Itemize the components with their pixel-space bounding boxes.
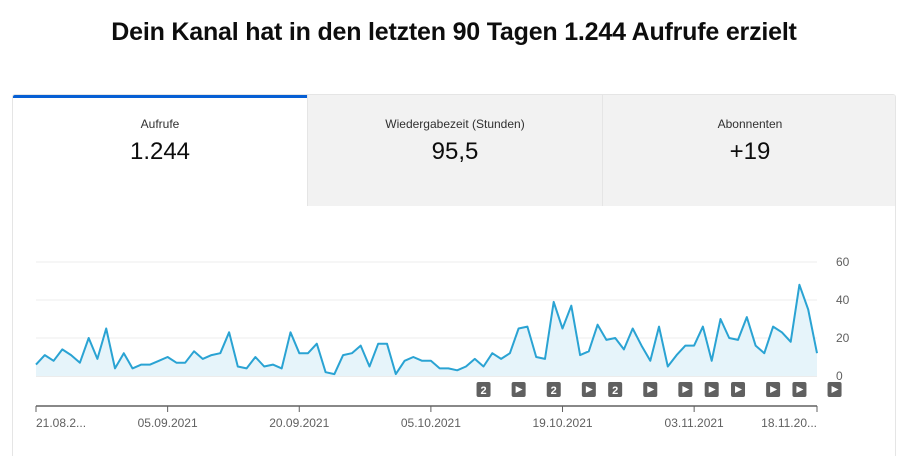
tab-watch-time-value: 95,5 [431,138,479,165]
analytics-card: Aufrufe 1.244 Wiedergabezeit (Stunden) 9… [12,94,896,456]
video-count-marker[interactable]: 2 [608,382,623,397]
video-count-marker[interactable]: 2 [546,382,561,397]
video-marker[interactable] [827,382,842,397]
video-count-label: 2 [612,385,618,397]
series-line [35,283,818,376]
tab-watch-time[interactable]: Wiedergabezeit (Stunden) 95,5 [307,95,602,206]
x-tick-label: 05.10.2021 [401,416,461,430]
play-icon [735,386,743,393]
tab-views-value: 1.244 [129,138,191,165]
tab-subscribers[interactable]: Abonnenten +19 [602,95,895,206]
video-marker[interactable] [643,382,658,397]
x-tick-label: 20.09.2021 [269,416,329,430]
x-tick-label: 19.10.2021 [532,416,592,430]
x-tick-label: 21.08.2... [36,416,86,430]
series-area [36,284,817,376]
x-tick-label: 03.11.2021 [665,416,724,430]
tab-views[interactable]: Aufrufe 1.244 [13,95,307,206]
page-title: Dein Kanal hat in den letzten 90 Tagen 1… [111,18,797,46]
y-tick-label: 0 [836,369,843,383]
y-tick-label: 60 [836,255,850,269]
video-marker[interactable] [704,382,719,397]
video-marker[interactable] [766,382,781,397]
tab-watch-time-label: Wiedergabezeit (Stunden) [385,117,525,131]
x-tick-label: 05.09.2021 [138,416,198,430]
play-icon [796,386,804,393]
video-marker[interactable] [792,382,807,397]
video-count-label: 2 [551,385,557,397]
tab-subscribers-label: Abonnenten [717,117,783,131]
play-icon [585,386,593,393]
x-tick-label: 18.11.20... [761,416,817,430]
metric-tabs: Aufrufe 1.244 Wiedergabezeit (Stunden) 9… [13,95,895,206]
play-icon [515,386,523,393]
video-marker[interactable] [581,382,596,397]
y-tick-label: 40 [836,293,850,307]
video-count-label: 2 [480,385,486,397]
play-icon [831,386,839,393]
tab-subscribers-value: +19 [729,138,771,165]
y-tick-label: 20 [836,331,850,345]
play-icon [682,386,690,393]
play-icon [647,386,655,393]
video-marker[interactable] [511,382,526,397]
tab-views-label: Aufrufe [140,117,180,131]
video-marker[interactable] [678,382,693,397]
video-count-marker[interactable]: 2 [476,382,491,397]
play-icon [708,386,716,393]
play-icon [770,386,778,393]
video-marker[interactable] [731,382,746,397]
